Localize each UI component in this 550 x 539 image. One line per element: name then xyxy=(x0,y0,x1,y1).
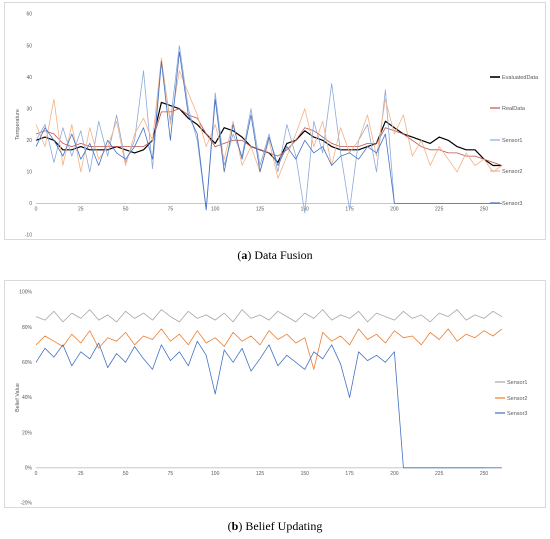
y-tick-label: 40% xyxy=(22,395,33,401)
x-tick-label: 0 xyxy=(35,206,38,212)
y-tick-label: 60 xyxy=(26,12,32,18)
x-tick-label: 100 xyxy=(211,471,220,477)
legend-label-sensor1: Sensor1 xyxy=(502,138,523,144)
y-axis-title: Temperature xyxy=(15,109,21,140)
x-tick-label: 125 xyxy=(256,471,265,477)
data-fusion-panel: -10 0 10 20 30 40 50 60 0 25 50 75 100 125 150 175 200 22… xyxy=(4,2,546,262)
legend-label-sensor2: Sensor2 xyxy=(502,169,523,175)
belief-updating-panel: -20% 0% 20% 40% 60% 80% 100% 0 25 50 75 100 125 150 17… xyxy=(0,276,550,539)
x-tick-label: 225 xyxy=(435,206,444,212)
series-line-sensor3 xyxy=(35,51,502,211)
x-tick-label: 200 xyxy=(390,471,399,477)
x-tick-label: 200 xyxy=(390,206,399,212)
belief-updating-caption: (b) Belief Updating xyxy=(227,519,323,533)
x-tick-label: 125 xyxy=(256,206,265,212)
legend-label-sensor3: Sensor3 xyxy=(502,201,523,207)
x-tick-label: 75 xyxy=(168,471,174,477)
series-line-sensor2 xyxy=(35,328,503,370)
y-tick-label: 50 xyxy=(26,43,32,49)
caption-label: a xyxy=(241,248,248,262)
y-tick-label: 80% xyxy=(22,325,33,331)
series-line-sensor2 xyxy=(35,57,503,179)
x-tick-label: 75 xyxy=(168,206,174,212)
belief-updating-chart: -20% 0% 20% 40% 60% 80% 100% 0 25 50 75 100 125 150 17… xyxy=(15,290,528,507)
x-tick-label: 100 xyxy=(211,206,220,212)
caption-text: Data Fusion xyxy=(254,248,313,262)
series-line-sensor1 xyxy=(35,309,503,323)
y-tick-label: 60% xyxy=(22,360,33,366)
y-tick-label: -20% xyxy=(20,501,32,507)
x-tick-label: 25 xyxy=(78,206,84,212)
x-tick-label: 0 xyxy=(35,471,38,477)
belief-updating-chart-frame xyxy=(4,280,546,508)
x-tick-label: 50 xyxy=(123,206,129,212)
x-tick-label: 150 xyxy=(301,471,310,477)
x-tick-label: 25 xyxy=(78,471,84,477)
y-tick-label: 100% xyxy=(19,290,32,296)
x-tick-label: 50 xyxy=(123,471,129,477)
series-line-sensor1 xyxy=(35,45,502,214)
x-tick-label: 250 xyxy=(480,471,489,477)
y-axis-title: Belief Value xyxy=(15,383,21,412)
y-tick-label: 20% xyxy=(22,430,33,436)
x-tick-label: 250 xyxy=(480,206,489,212)
y-tick-label: 40 xyxy=(26,75,32,81)
y-tick-label: 0 xyxy=(29,201,32,207)
data-fusion-chart-frame xyxy=(4,2,546,240)
x-tick-label: 225 xyxy=(435,471,444,477)
y-tick-label: 20 xyxy=(26,138,32,144)
caption-label: b xyxy=(231,519,239,533)
x-tick-label: 175 xyxy=(345,471,354,477)
data-fusion-caption: (a) Data Fusion xyxy=(237,248,313,262)
legend-label-sensor3: Sensor3 xyxy=(507,411,528,417)
legend-label-evaluateddata: EvaluatedData xyxy=(502,75,539,81)
y-tick-label: -10 xyxy=(25,233,32,239)
series-line-sensor3 xyxy=(35,340,502,469)
caption-text: Belief Updating xyxy=(245,519,323,533)
legend-label-realdata: RealData xyxy=(502,106,526,112)
y-tick-label: 0% xyxy=(25,466,33,472)
y-tick-label: 10 xyxy=(26,170,32,176)
legend-label-sensor1: Sensor1 xyxy=(507,380,528,386)
legend-label-sensor2: Sensor2 xyxy=(507,396,528,402)
y-tick-label: 30 xyxy=(26,106,32,112)
